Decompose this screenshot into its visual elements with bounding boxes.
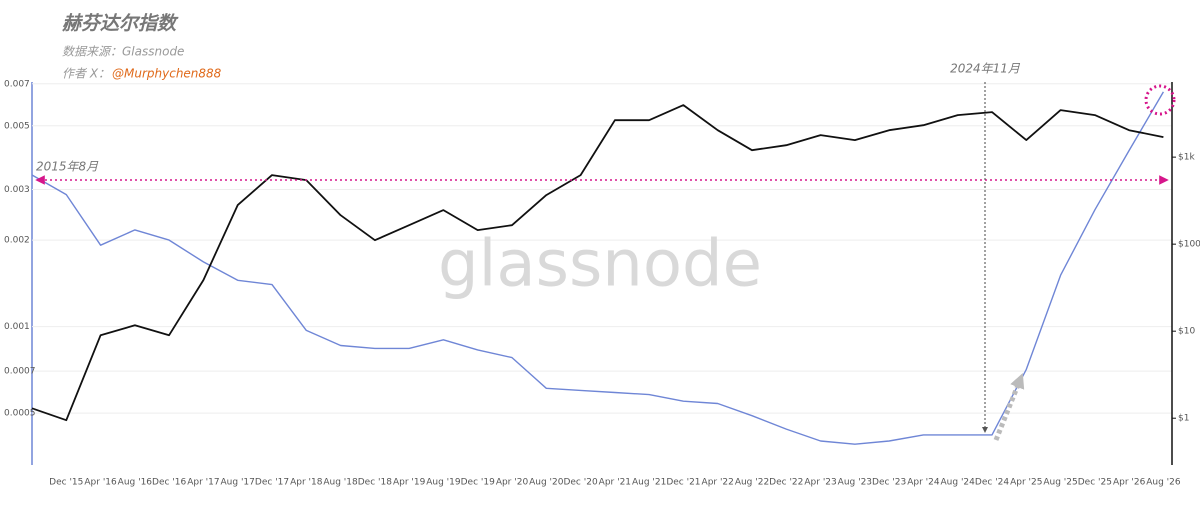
x-tick-label: Apr '17 — [187, 478, 219, 488]
watermark: glassnode — [438, 228, 762, 302]
x-tick-label: Apr '23 — [804, 478, 836, 488]
x-tick-label: Apr '22 — [702, 478, 734, 488]
x-tick-label: Apr '25 — [1010, 478, 1042, 488]
x-tick-label: Dec '24 — [975, 478, 1009, 488]
y-tick-label: 0.001 — [4, 322, 30, 332]
series-line — [31, 91, 1165, 445]
y2-tick-label: $100 — [1178, 240, 1200, 250]
x-tick-label: Dec '21 — [666, 478, 700, 488]
author-label: 作者 X： — [62, 67, 110, 81]
x-tick-label: Dec '22 — [769, 478, 803, 488]
y-tick-label: 0.005 — [4, 121, 30, 131]
x-tick-label: Dec '16 — [152, 478, 186, 488]
x-tick-label: Apr '21 — [599, 478, 631, 488]
y2-tick-label: $10 — [1178, 327, 1195, 337]
x-tick-label: Dec '15 — [49, 478, 83, 488]
x-tick-label: Dec '19 — [461, 478, 495, 488]
y-tick-label: 0.0007 — [4, 367, 36, 377]
x-tick-label: Dec '20 — [563, 478, 597, 488]
x-tick-label: Apr '19 — [393, 478, 426, 488]
x-tick-label: Aug '25 — [1043, 478, 1077, 488]
x-tick-label: Dec '23 — [872, 478, 906, 488]
y2-tick-label: $1 — [1178, 414, 1189, 424]
annotation-event: 2024年11月 — [950, 62, 1021, 76]
y-tick-label: 0.003 — [4, 185, 30, 195]
x-tick-label: Apr '24 — [907, 478, 940, 488]
trend-arrow — [993, 373, 1025, 441]
annotation-start: 2015年8月 — [36, 160, 99, 174]
x-tick-label: Dec '17 — [255, 478, 289, 488]
source: 数据来源：Glassnode — [62, 45, 184, 59]
series-line — [31, 104, 1164, 422]
x-tick-label: Apr '16 — [84, 478, 117, 488]
x-tick-label: Aug '19 — [426, 478, 461, 488]
y2-tick-label: $1k — [1178, 153, 1195, 163]
author-handle: @Murphychen888 — [112, 67, 222, 81]
x-tick-label: Dec '25 — [1078, 478, 1112, 488]
x-tick-label: Dec '18 — [358, 478, 392, 488]
x-tick-label: Aug '26 — [1146, 478, 1181, 488]
x-tick-label: Aug '21 — [632, 478, 666, 488]
x-tick-label: Aug '16 — [118, 478, 153, 488]
x-tick-label: Apr '20 — [496, 478, 529, 488]
chart-title: 赫芬达尔指数 — [62, 13, 179, 35]
x-tick-label: Aug '23 — [838, 478, 872, 488]
y-tick-label: 0.0005 — [4, 409, 36, 419]
x-tick-label: Aug '18 — [323, 478, 358, 488]
x-tick-label: Apr '26 — [1113, 478, 1146, 488]
y-tick-label: 0.002 — [4, 236, 30, 246]
y-tick-label: 0.007 — [4, 79, 30, 89]
x-tick-label: Aug '17 — [221, 478, 255, 488]
x-tick-label: Aug '20 — [529, 478, 564, 488]
x-tick-label: Aug '22 — [735, 478, 769, 488]
plot-layer — [31, 91, 1165, 445]
x-tick-label: Apr '18 — [290, 478, 323, 488]
x-tick-label: Aug '24 — [941, 478, 976, 488]
highlight-circle — [1144, 84, 1176, 116]
